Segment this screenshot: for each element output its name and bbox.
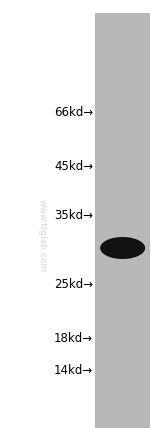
Bar — [95, 13, 150, 428]
Text: 25kd→: 25kd→ — [54, 277, 93, 291]
Text: 18kd→: 18kd→ — [54, 332, 93, 345]
Text: 45kd→: 45kd→ — [54, 160, 93, 173]
Text: 14kd→: 14kd→ — [54, 363, 93, 377]
Text: 35kd→: 35kd→ — [54, 208, 93, 222]
Text: 66kd→: 66kd→ — [54, 105, 93, 119]
Ellipse shape — [100, 237, 145, 259]
Text: www.ttglab.com: www.ttglab.com — [38, 199, 46, 272]
